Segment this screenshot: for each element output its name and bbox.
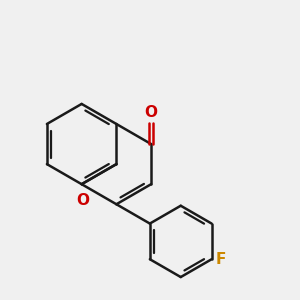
Text: F: F (216, 252, 226, 267)
Text: O: O (76, 193, 90, 208)
Text: O: O (145, 105, 158, 120)
